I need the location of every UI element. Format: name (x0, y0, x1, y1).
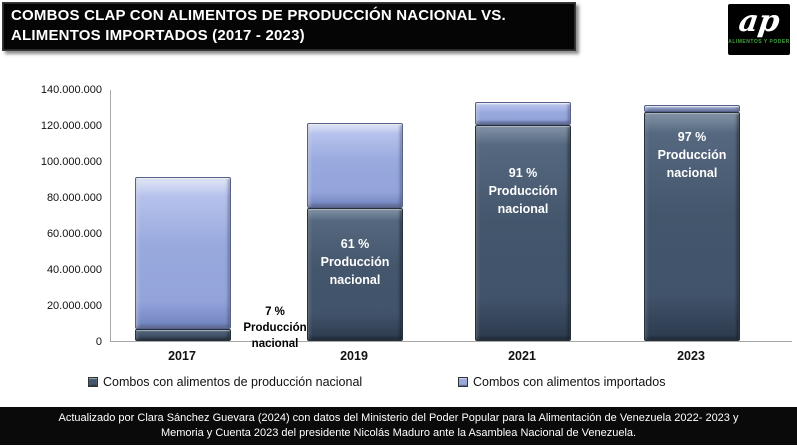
segment-importados-2023 (644, 105, 740, 112)
chart-legend: Combos con alimentos de producción nacio… (0, 375, 797, 393)
stacked-bar-2023 (644, 105, 740, 341)
segment-produccion-nacional-2021 (475, 125, 571, 341)
segment-produccion-nacional-2023 (644, 112, 740, 341)
source-footer-line-1: Actualizado por Clara Sánchez Guevara (2… (58, 412, 739, 424)
x-tick-label-2017: 2017 (168, 349, 196, 363)
y-tick-label: 80.000.000 (46, 192, 102, 204)
stacked-bar-2019 (307, 123, 403, 341)
logo-monogram: ap (736, 4, 782, 39)
y-tick-label: 20.000.000 (46, 300, 102, 312)
y-tick-label: 0 (95, 336, 102, 348)
plot-area: 7 % Producción nacional 61 % Producción nacio… (110, 90, 792, 350)
legend-item-produccion-nacional: Combos con alimentos de producción nacio… (88, 375, 362, 389)
source-footer-line-2: Memoria y Cuenta 2023 del presidente Nic… (160, 427, 637, 439)
segment-importados-2019 (307, 123, 403, 208)
legend-item-importados: Combos con alimentos importados (458, 375, 665, 389)
y-tick-label: 100.000.000 (40, 156, 102, 168)
x-tick-label-2023: 2023 (677, 349, 705, 363)
segment-importados-2017 (135, 177, 231, 329)
chart-title-box: COMBOS CLAP CON ALIMENTOS DE PRODUCCIÓN … (2, 2, 576, 51)
segment-produccion-nacional-2017 (135, 329, 231, 341)
legend-swatch-importados (458, 377, 468, 387)
alimentos-y-poder-logo: ap ALIMENTOS Y PODER (728, 4, 790, 55)
y-tick-label: 60.000.000 (46, 228, 102, 240)
segment-produccion-nacional-2019 (307, 208, 403, 341)
legend-label: Combos con alimentos importados (473, 375, 666, 389)
stacked-bar-2021 (475, 102, 571, 341)
source-footer: Actualizado por Clara Sánchez Guevara (2… (0, 407, 797, 445)
bar-percentage-label-2017: 7 % Producción nacional (243, 306, 307, 350)
y-tick-label: 120.000.000 (40, 120, 102, 132)
stacked-bar-2017 (135, 177, 231, 341)
chart-title-line-2: ALIMENTOS IMPORTADOS (2017 - 2023) (11, 27, 305, 44)
bar-percentage-label-2019: 61 % Producción nacional (320, 237, 390, 287)
chart-title-line-1: COMBOS CLAP CON ALIMENTOS DE PRODUCCIÓN … (11, 7, 506, 24)
y-tick-label: 140.000.000 (40, 84, 102, 96)
bar-percentage-label-2023: 97 % Producción nacional (657, 130, 727, 180)
y-tick-label: 40.000.000 (46, 264, 102, 276)
legend-label: Combos con alimentos de producción nacio… (103, 375, 363, 389)
y-axis: 140.000.000 120.000.000 100.000.000 80.000.… (0, 84, 102, 348)
x-tick-label-2019: 2019 (340, 349, 368, 363)
bar-percentage-label-2021: 91 % Producción nacional (488, 166, 558, 216)
legend-swatch-produccion-nacional (88, 377, 98, 387)
x-axis: 2017 2019 2021 2023 (110, 349, 792, 365)
logo-caption: ALIMENTOS Y PODER (728, 39, 790, 45)
x-tick-label-2021: 2021 (508, 349, 536, 363)
segment-importados-2021 (475, 102, 571, 125)
